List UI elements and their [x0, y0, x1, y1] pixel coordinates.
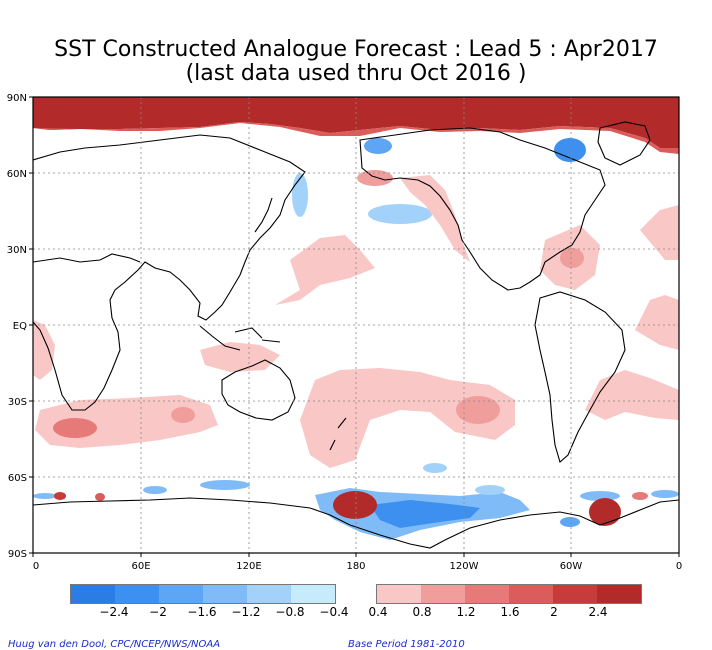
- mediterranean-coastline: [33, 253, 141, 263]
- lat-label: EQ: [13, 321, 27, 332]
- antarctica-coastline: [33, 497, 679, 549]
- lat-label: 30S: [8, 397, 27, 408]
- longitude-labels: 0 60E 120E 180 120W 60W 0: [33, 561, 682, 572]
- colorbar-label: −2: [149, 605, 167, 619]
- axis-ticks: [29, 96, 680, 557]
- colorbar-cell: [509, 585, 553, 603]
- warm-anomaly: [400, 175, 470, 262]
- colorbar-label: 0.8: [412, 605, 432, 619]
- indonesia-coastline: [199, 325, 281, 351]
- cool-anomaly: [423, 463, 447, 473]
- colorbar-cell: [421, 585, 465, 603]
- warm-anomaly: [300, 368, 515, 468]
- lat-label: 90S: [8, 549, 27, 560]
- greenland-coastline: [597, 121, 651, 166]
- warm-anomaly: [632, 492, 648, 500]
- lat-label: 30N: [7, 245, 27, 256]
- cool-anomaly: [554, 138, 586, 162]
- lon-label: 120W: [450, 561, 479, 572]
- eurasia-africa-coastline: [33, 134, 306, 411]
- warm-anomaly: [200, 342, 280, 372]
- lat-label: 90N: [7, 93, 27, 104]
- warm-anomaly: [589, 498, 621, 526]
- cool-anomaly: [364, 138, 392, 154]
- warm-anomaly: [275, 235, 375, 305]
- warm-anomaly: [33, 320, 55, 380]
- colorbar-label: −1.2: [231, 605, 261, 619]
- lon-label: 0: [676, 561, 682, 572]
- warm-anomaly: [333, 491, 377, 519]
- cool-anomaly: [200, 480, 250, 490]
- south-america-coastline: [534, 291, 626, 463]
- new-zealand-coastline: [329, 417, 347, 451]
- warm-anomaly: [635, 295, 679, 350]
- colorbar-label: 1.2: [456, 605, 476, 619]
- warm-anomaly: [456, 396, 500, 424]
- warm-anomaly: [560, 248, 584, 268]
- colorbar-cell: [597, 585, 641, 603]
- latitude-labels: 90N 60N 30N EQ 30S 60S 90S: [7, 93, 27, 560]
- colorbar-label: −0.4: [319, 605, 349, 619]
- colorbar-label: −1.6: [187, 605, 217, 619]
- warm-anomaly: [53, 418, 97, 438]
- warm-anomaly: [640, 205, 679, 260]
- cool-anomaly: [651, 490, 679, 498]
- colorbar-cell: [291, 585, 335, 603]
- colorbar-cell: [553, 585, 597, 603]
- warm-anomaly: [357, 170, 393, 186]
- cool-anomaly: [560, 517, 580, 527]
- lon-label: 120E: [236, 561, 261, 572]
- colorbar-positive: [376, 584, 642, 604]
- arctic-warm-anomaly-edge: [33, 122, 679, 154]
- warm-anomaly: [54, 492, 66, 500]
- continent-outlines: [33, 121, 679, 549]
- lon-label: 0: [33, 561, 39, 572]
- north-america-coastline: [359, 127, 606, 291]
- cool-anomaly: [580, 491, 620, 501]
- base-period: Base Period 1981-2010: [348, 639, 465, 650]
- sst-anomaly-map: 90N 60N 30N EQ 30S 60S 90S 0 60E 120E 18…: [7, 93, 682, 572]
- cool-anomaly: [368, 204, 432, 224]
- lat-label: 60N: [7, 169, 27, 180]
- lon-label: 60W: [560, 561, 583, 572]
- colorbar-label: 0.4: [368, 605, 388, 619]
- author-credit: Huug van den Dool, CPC/NCEP/NWS/NOAA: [8, 639, 221, 650]
- warm-anomaly: [171, 407, 195, 423]
- warm-anomaly: [585, 370, 679, 420]
- colorbar-label: −2.4: [99, 605, 129, 619]
- colorbar-cell: [377, 585, 421, 603]
- cool-anomaly: [33, 493, 57, 499]
- colorbar-label: 2: [550, 605, 558, 619]
- colorbar-label: 1.6: [500, 605, 520, 619]
- colorbar-cell: [71, 585, 115, 603]
- cool-anomaly: [370, 500, 480, 528]
- cool-anomaly: [143, 486, 167, 494]
- chart-title: SST Constructed Analogue Forecast : Lead…: [54, 37, 658, 62]
- japan-coastline: [254, 197, 273, 233]
- chart-subtitle: (last data used thru Oct 2016 ): [185, 61, 527, 86]
- colorbar-negative: [70, 584, 336, 604]
- australia-coastline: [221, 359, 296, 421]
- cool-anomaly: [475, 485, 505, 495]
- colorbar-label: −0.8: [275, 605, 305, 619]
- lon-label: 60E: [131, 561, 150, 572]
- colorbar-cell: [159, 585, 203, 603]
- warm-anomaly: [95, 493, 105, 501]
- lat-label: 60S: [8, 473, 27, 484]
- cool-anomaly: [292, 173, 308, 217]
- gridlines: [33, 97, 679, 553]
- colorbar-cell: [203, 585, 247, 603]
- colorbar-cell: [115, 585, 159, 603]
- lon-label: 180: [346, 561, 365, 572]
- colorbar-cell: [465, 585, 509, 603]
- colorbar-label: 2.4: [588, 605, 608, 619]
- colorbar-cell: [247, 585, 291, 603]
